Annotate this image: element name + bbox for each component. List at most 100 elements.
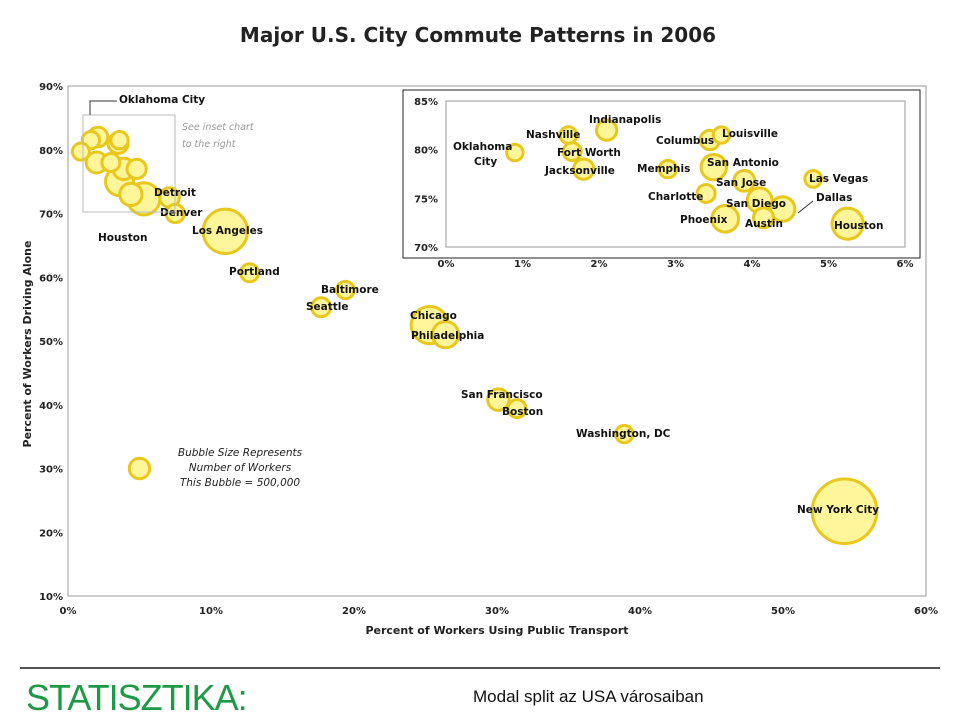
inset-bubble-san-jose <box>732 168 757 193</box>
main-bubbles <box>70 125 879 545</box>
y-tick-4: 50% <box>39 337 63 348</box>
inset-note-line-1: See inset chart <box>182 122 255 133</box>
inset-bubble-indianapolis <box>595 118 619 142</box>
bubble-cluster-9 <box>118 181 144 208</box>
inset-label-nashville: Nashville <box>526 129 580 141</box>
y-tick-1: 20% <box>39 528 63 539</box>
bubble-portland <box>239 262 261 284</box>
bubble-cluster-3 <box>109 130 130 151</box>
bubble-philadelphia <box>430 319 461 350</box>
inset-x-tick-2: 2% <box>591 259 608 270</box>
y-tick-0: 10% <box>39 592 63 603</box>
inset-label-jacksonville: Jacksonville <box>544 165 615 177</box>
label-boston: Boston <box>502 406 543 418</box>
inset-label-dallas: Dallas <box>816 192 852 204</box>
inset-point-labels: Oklahoma City Indianapolis Nashville Fort Wo… <box>453 114 883 232</box>
inset-label-fort-worth: Fort Worth <box>557 147 621 159</box>
main-axis-ticks: 0% 10% 20% 30% 40% 50% 60% 10% 20% 30% 40% 50% 60% 70… <box>39 82 938 617</box>
inset-bubble-jacksonville <box>572 157 596 181</box>
dallas-leader <box>797 200 814 214</box>
x-axis-label: Percent of Workers Using Public Transpor… <box>365 624 628 637</box>
reference-bubble <box>127 456 152 481</box>
footer-divider <box>20 667 940 669</box>
x-tick-3: 30% <box>485 606 509 617</box>
x-tick-0: 0% <box>60 606 77 617</box>
label-los-angeles: Los Angeles <box>192 225 263 237</box>
y-tick-5: 60% <box>39 273 63 284</box>
inset-label-san-jose: San Jose <box>716 177 766 189</box>
label-philadelphia: Philadelphia <box>411 330 484 342</box>
inset-axis-ticks: 0% 1% 2% 3% 4% 5% 6% 70% 75% 80% 85% <box>414 97 913 270</box>
bubble-cluster-5 <box>100 152 122 173</box>
inset-bubbles <box>505 118 865 241</box>
x-tick-4: 40% <box>628 606 652 617</box>
label-oklahoma-city: Oklahoma City <box>119 94 205 106</box>
inset-region-box <box>82 114 176 213</box>
inset-x-tick-5: 5% <box>820 259 837 270</box>
inset-label-phoenix: Phoenix <box>680 214 728 226</box>
label-houston: Houston <box>98 232 147 244</box>
inset-label-louisville: Louisville <box>722 128 778 140</box>
inset-x-tick-4: 4% <box>744 259 761 270</box>
inset-label-austin: Austin <box>745 218 783 230</box>
inset-y-tick-1: 75% <box>414 194 438 205</box>
inset-bubble-nashville <box>558 125 579 145</box>
inset-x-tick-3: 3% <box>667 259 684 270</box>
inset-label-houston: Houston <box>834 220 883 232</box>
inset-label-indianapolis: Indianapolis <box>589 114 661 126</box>
inset-bubble-san-antonio <box>699 152 728 182</box>
inset-bubble-memphis <box>657 158 679 180</box>
label-denver: Denver <box>160 207 203 219</box>
y-tick-7: 80% <box>39 146 63 157</box>
inset-bubble-las-vegas <box>803 169 824 189</box>
inset-label-charlotte: Charlotte <box>648 191 703 203</box>
label-chicago: Chicago <box>410 310 457 322</box>
oklahoma-city-leader <box>89 100 117 115</box>
inset-label-columbus: Columbus <box>656 135 714 147</box>
bubble-size-note-3: This Bubble = 500,000 <box>180 477 301 489</box>
inset-bubble-louisville <box>711 125 732 145</box>
inset-y-tick-2: 80% <box>414 146 438 157</box>
bubble-size-note-1: Bubble Size Represents <box>178 447 303 459</box>
footer-title: STATISZTIKA: <box>26 677 248 718</box>
label-san-francisco: San Francisco <box>461 389 543 401</box>
inset-x-tick-0: 0% <box>438 259 455 270</box>
chart: Major U.S. City Commute Patterns in 2006… <box>21 23 938 637</box>
inset-x-tick-6: 6% <box>897 259 914 270</box>
inset-label-san-diego: San Diego <box>726 198 786 210</box>
label-portland: Portland <box>229 266 280 278</box>
chart-title: Major U.S. City Commute Patterns in 2006 <box>240 23 716 47</box>
inset-note-line-2: to the right <box>182 139 237 150</box>
x-tick-5: 50% <box>771 606 795 617</box>
bubble-los-angeles <box>201 207 249 256</box>
bubble-boston <box>506 398 528 420</box>
bubble-new-york-city <box>810 477 879 545</box>
main-point-labels: Los Angeles Portland Baltimore Seattle Chica… <box>98 94 879 516</box>
x-tick-6: 60% <box>914 606 938 617</box>
bubble-washington-dc <box>614 423 635 445</box>
inset-bubble-houston <box>830 206 865 241</box>
label-seattle: Seattle <box>306 301 349 313</box>
x-tick-1: 10% <box>199 606 223 617</box>
main-plot-frame <box>67 85 927 597</box>
inset-plot-frame <box>445 100 906 248</box>
bubble-oklahoma-city <box>70 141 91 162</box>
inset-label-san-antonio: San Antonio <box>707 157 779 169</box>
y-tick-8: 90% <box>39 82 63 93</box>
bubble-cluster-7 <box>125 157 148 180</box>
inset-label-las-vegas: Las Vegas <box>809 173 868 185</box>
y-tick-2: 30% <box>39 465 63 476</box>
bubble-san-francisco <box>486 387 511 412</box>
label-baltimore: Baltimore <box>321 284 379 296</box>
y-axis-label: Percent of Workers Driving Alone <box>21 241 34 448</box>
inset-label-oklahoma-city-line-1: Oklahoma <box>453 141 512 153</box>
x-tick-2: 20% <box>342 606 366 617</box>
inset-label-oklahoma-city-line-2: City <box>474 156 497 168</box>
label-washington-dc: Washington, DC <box>576 428 671 440</box>
inset-bubble-oklahoma-city <box>505 142 525 163</box>
inset-bubble-austin <box>751 206 775 230</box>
footer-subtitle: Modal split az USA városaiban <box>473 687 704 706</box>
y-tick-6: 70% <box>39 210 63 221</box>
bubble-seattle <box>310 296 333 319</box>
label-new-york-city: New York City <box>797 504 879 516</box>
